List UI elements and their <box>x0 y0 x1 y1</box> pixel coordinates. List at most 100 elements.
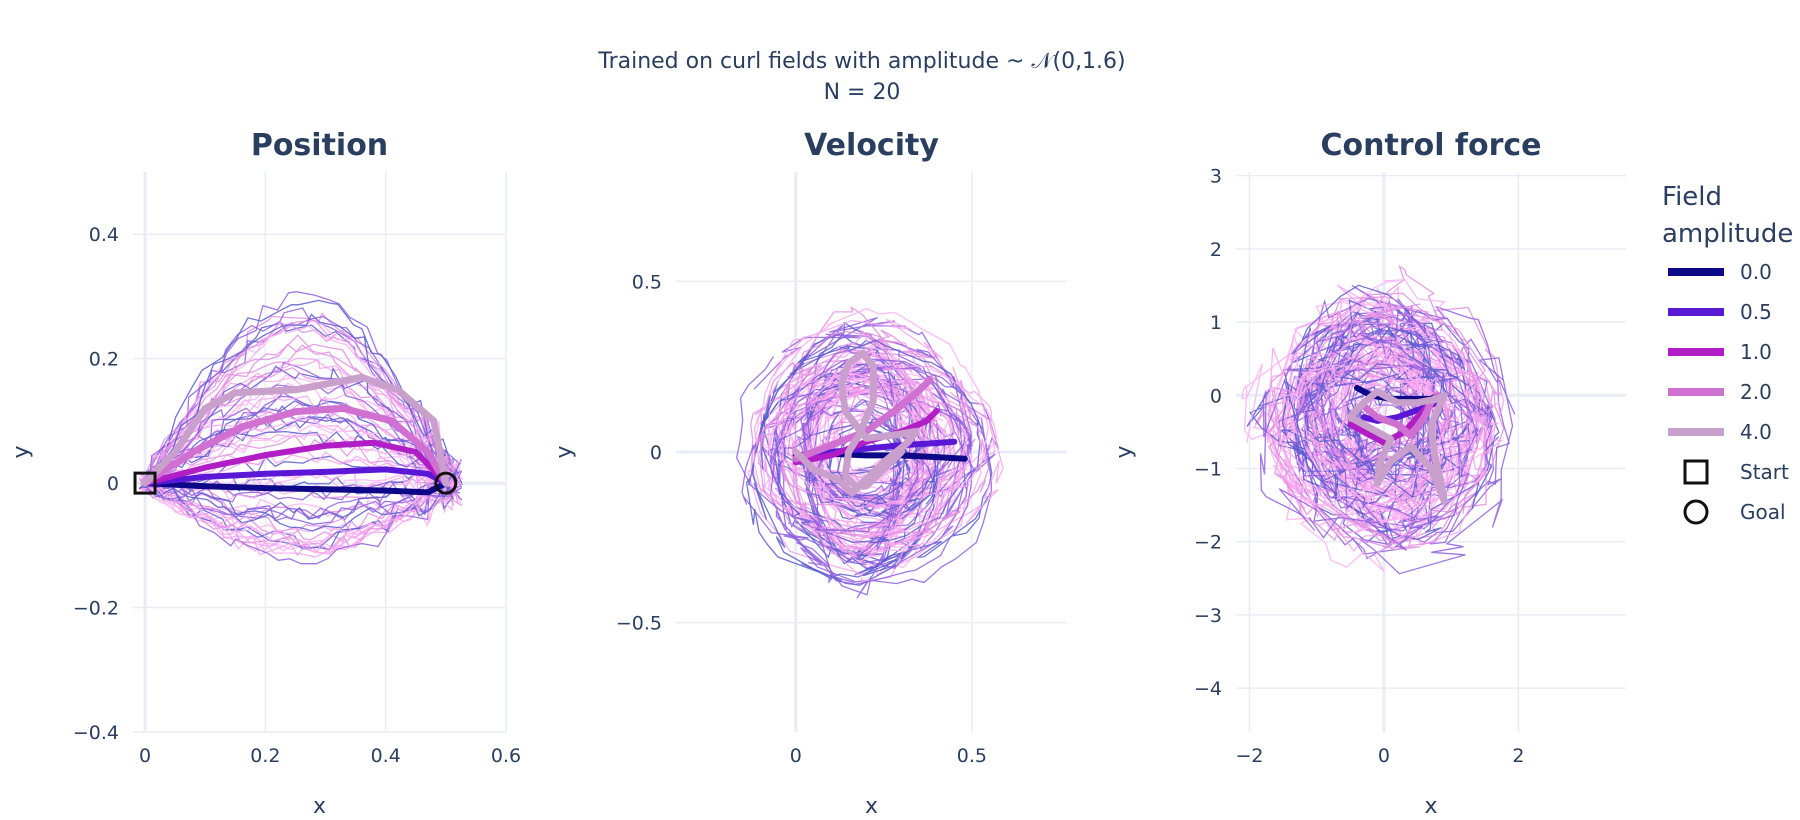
legend-item-start[interactable]: Start <box>1683 459 1789 485</box>
background-trial-line <box>1259 336 1472 539</box>
series-line-4.0 <box>141 373 450 487</box>
subplot-3: −2 0 2 −4 −3 −2 −1 0 1 2 3 x y Control force <box>1112 128 1626 819</box>
background-trial-line <box>146 487 463 525</box>
x-tick-label: −2 <box>1235 745 1263 767</box>
y-tick-label: −0.4 <box>73 722 119 744</box>
x-axis-label: x <box>1424 794 1437 819</box>
background-trial-line <box>1319 299 1438 528</box>
background-trial-line <box>1286 366 1442 469</box>
x-axis-label: x <box>865 794 878 819</box>
x-tick-label: 0.4 <box>371 745 401 767</box>
y-tick-label: 0 <box>107 473 119 495</box>
legend-label: 1.0 <box>1740 340 1772 364</box>
background-trial-line <box>762 382 931 479</box>
subplot-title: Velocity <box>804 128 939 163</box>
x-tick-label: 0 <box>1378 745 1390 767</box>
legend-title-line2: amplitude <box>1662 219 1793 249</box>
legend-item-2.0[interactable]: 2.0 <box>1668 380 1772 404</box>
background-trial-line <box>138 400 460 490</box>
background-trial-line <box>776 362 996 509</box>
series <box>1346 384 1448 505</box>
background-trial-line <box>143 470 463 565</box>
legend-item-goal[interactable]: Goal <box>1683 499 1786 525</box>
background-trial-line <box>148 455 455 510</box>
background-trial-line <box>1310 351 1456 493</box>
background-trial-line <box>146 430 456 480</box>
y-tick-label: −2 <box>1194 532 1222 554</box>
figure-title-line1: Trained on curl fields with amplitude ~ … <box>597 49 1125 74</box>
y-axis-label: y <box>9 445 34 458</box>
goal-marker <box>434 471 458 495</box>
y-tick-label: −0.5 <box>616 613 662 635</box>
figure-title-line2: N = 20 <box>824 80 901 105</box>
background-trial-line <box>1326 279 1478 535</box>
y-tick-label: −1 <box>1194 458 1222 480</box>
series <box>792 349 968 497</box>
background-trial-line <box>139 366 454 495</box>
background-trial-line <box>770 409 919 533</box>
y-tick-label: −0.2 <box>73 598 119 620</box>
background-trial-line <box>773 380 1004 545</box>
background-trial-line <box>777 421 938 531</box>
legend-item-4.0[interactable]: 4.0 <box>1668 420 1772 444</box>
legend-circle-icon <box>1683 499 1709 525</box>
legend-item-1.0[interactable]: 1.0 <box>1668 340 1772 364</box>
subplot-title: Position <box>251 128 388 163</box>
y-tick-label: 0 <box>1210 385 1222 407</box>
series-line-2.0 <box>792 376 934 463</box>
background-trial-line <box>1309 380 1503 511</box>
legend-items: 0.0 0.5 1.0 2.0 4.0 Start Goal <box>1668 260 1789 525</box>
background-trial-line <box>1300 343 1479 524</box>
background-trial-line <box>1269 334 1494 488</box>
y-tick-label: 0.2 <box>89 349 119 371</box>
series <box>141 373 450 496</box>
legend-item-0.5[interactable]: 0.5 <box>1668 300 1772 324</box>
grid <box>676 172 1067 732</box>
background-trial-line <box>769 353 973 585</box>
series-line-1.0 <box>142 439 449 487</box>
legend-label: 4.0 <box>1740 420 1772 444</box>
background-trial-line <box>750 360 965 543</box>
legend-title-line1: Field <box>1662 182 1722 212</box>
background-trial-line <box>144 415 461 488</box>
background-trial-line <box>1277 352 1443 508</box>
series-line-0.5 <box>142 466 449 487</box>
background-trial-line <box>836 418 911 505</box>
background-trial-line <box>139 323 459 492</box>
legend: Field amplitude 0.0 0.5 1.0 2.0 4.0 Start Goal <box>1662 182 1793 525</box>
y-tick-label: 1 <box>1210 312 1222 334</box>
series-line-2.0 <box>141 404 450 487</box>
x-tick-label: 0.6 <box>491 745 521 767</box>
y-axis-label: y <box>552 445 577 458</box>
background-trial-line <box>1270 301 1475 532</box>
legend-label: 2.0 <box>1740 380 1772 404</box>
background-trial-line <box>755 384 990 539</box>
x-tick-label: 0 <box>790 745 802 767</box>
y-tick-label: 0.5 <box>632 271 662 293</box>
x-tick-label: 0.5 <box>957 745 987 767</box>
start-marker <box>133 471 157 495</box>
subplot-title: Control force <box>1320 128 1541 163</box>
legend-square-icon <box>1683 459 1709 485</box>
series-line-4.0 <box>792 349 919 497</box>
y-tick-label: 3 <box>1210 166 1222 188</box>
background-trial-line <box>753 318 970 551</box>
background-trial-line <box>147 359 455 487</box>
background-trial-line <box>1273 296 1499 551</box>
y-tick-label: −4 <box>1194 678 1222 700</box>
x-tick-label: 2 <box>1512 745 1524 767</box>
x-axis-label: x <box>313 794 326 819</box>
background-trial-line <box>833 354 923 514</box>
subplots: 0 0.2 0.4 0.6 −0.4 −0.2 0 0.2 0.4 x y Position 0 0.5 −… <box>9 128 1626 819</box>
y-axis-label: y <box>1112 445 1137 458</box>
legend-label: 0.0 <box>1740 260 1772 284</box>
x-tick-label: 0 <box>139 745 151 767</box>
legend-label: Start <box>1740 460 1789 484</box>
legend-item-0.0[interactable]: 0.0 <box>1668 260 1772 284</box>
series-line-0.5 <box>792 438 958 462</box>
y-tick-label: 0.4 <box>89 224 119 246</box>
background-trial-line <box>791 382 956 555</box>
y-tick-label: 0 <box>650 442 662 464</box>
background-trial-line <box>142 469 458 532</box>
background-trial-line <box>1328 311 1479 551</box>
